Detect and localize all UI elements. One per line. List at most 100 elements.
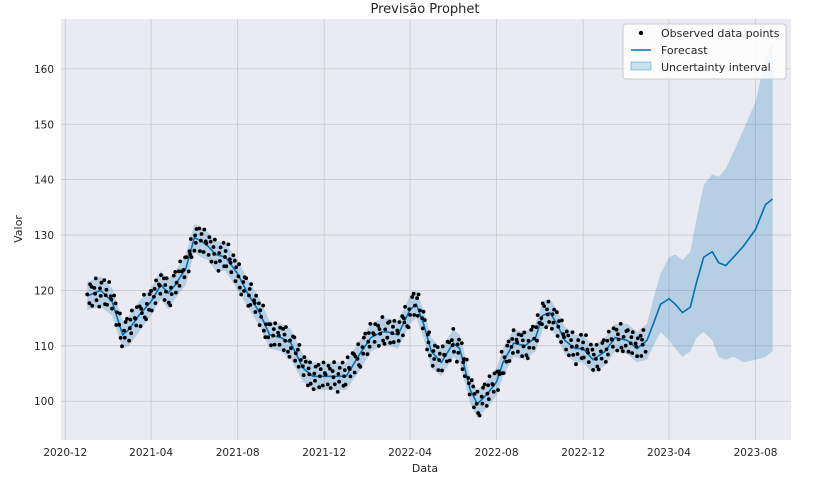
legend-marker-observed: [638, 30, 644, 36]
observed-point: [130, 308, 134, 313]
observed-point: [189, 255, 194, 259]
observed-point: [491, 382, 495, 387]
observed-point: [380, 315, 385, 319]
observed-point: [144, 317, 149, 322]
observed-point: [616, 332, 620, 337]
observed-point: [600, 341, 605, 345]
observed-point: [599, 356, 604, 361]
observed-point: [555, 334, 560, 338]
observed-point: [218, 245, 223, 250]
observed-point: [601, 338, 606, 342]
observed-point: [606, 329, 611, 334]
observed-point: [455, 359, 459, 364]
observed-point: [362, 335, 366, 340]
observed-point: [641, 328, 646, 332]
observed-point: [486, 383, 490, 388]
observed-point: [147, 292, 152, 296]
observed-point: [435, 345, 440, 349]
observed-point: [335, 390, 340, 394]
observed-point: [115, 310, 119, 315]
observed-point: [610, 337, 615, 342]
observed-point: [372, 332, 376, 337]
observed-point: [182, 275, 187, 280]
observed-point: [461, 360, 466, 365]
observed-point: [614, 327, 619, 332]
observed-point: [242, 289, 246, 293]
observed-point: [392, 319, 397, 323]
observed-point: [381, 338, 385, 343]
observed-point: [293, 351, 298, 356]
observed-point: [188, 237, 193, 241]
observed-point: [263, 335, 268, 340]
y-tick-label: 120: [34, 285, 54, 297]
observed-point: [355, 356, 360, 361]
observed-point: [474, 401, 479, 406]
observed-point: [107, 280, 112, 284]
observed-point: [308, 381, 313, 386]
observed-point: [117, 322, 122, 327]
observed-point: [391, 324, 395, 329]
observed-point: [231, 253, 236, 258]
observed-point: [257, 301, 261, 306]
observed-point: [596, 367, 601, 372]
observed-point: [261, 303, 266, 308]
observed-point: [358, 365, 363, 369]
observed-point: [328, 366, 332, 371]
observed-point: [383, 327, 388, 332]
observed-point: [212, 252, 217, 256]
observed-point: [604, 347, 609, 352]
observed-point: [94, 298, 99, 303]
observed-point: [159, 273, 163, 277]
observed-point: [509, 345, 514, 349]
observed-point: [257, 323, 262, 327]
observed-point: [337, 366, 342, 370]
observed-point: [530, 324, 535, 329]
observed-point: [640, 342, 645, 347]
observed-point: [229, 270, 234, 275]
observed-point: [188, 252, 193, 256]
observed-point: [467, 381, 471, 386]
observed-point: [323, 372, 328, 377]
observed-point: [224, 264, 229, 269]
observed-point: [125, 316, 129, 321]
observed-point: [113, 301, 118, 306]
observed-point: [535, 338, 539, 343]
observed-point: [571, 353, 576, 357]
observed-point: [254, 293, 258, 298]
forecast-line-layer: [86, 198, 774, 406]
observed-point: [586, 350, 590, 355]
observed-point: [193, 241, 198, 245]
observed-point: [403, 304, 407, 309]
observed-point: [479, 394, 484, 399]
legend-label-observed: Observed data points: [661, 27, 780, 40]
observed-point: [114, 323, 119, 327]
observed-point: [93, 276, 98, 281]
observed-point: [247, 293, 251, 298]
observed-point: [277, 342, 282, 347]
observed-point: [169, 292, 174, 296]
observed-point: [511, 328, 516, 333]
observed-point: [207, 235, 212, 240]
observed-point: [253, 310, 258, 314]
y-tick-label: 150: [34, 119, 54, 131]
observed-point: [485, 391, 490, 396]
legend-marker-interval: [630, 61, 652, 71]
observed-point: [450, 343, 455, 348]
observed-point: [418, 308, 422, 313]
observed-point: [237, 285, 242, 290]
observed-point: [574, 344, 579, 349]
observed-point: [171, 273, 176, 278]
observed-point: [336, 372, 341, 376]
observed-point: [431, 349, 436, 353]
x-tick-label: 2020-12: [43, 447, 87, 459]
observed-point: [177, 284, 182, 288]
observed-point: [615, 348, 620, 353]
observed-point: [511, 351, 515, 355]
observed-point: [406, 325, 411, 330]
observed-point: [92, 286, 97, 290]
observed-point: [396, 331, 400, 336]
x-tick-label: 2022-08: [475, 447, 519, 459]
observed-point: [227, 257, 232, 262]
observed-point: [133, 316, 138, 321]
observed-point: [340, 360, 345, 365]
